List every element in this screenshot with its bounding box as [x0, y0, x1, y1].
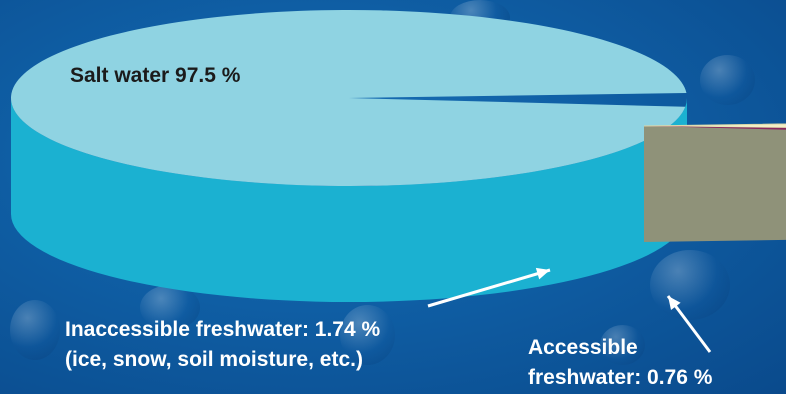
accessible-freshwater-line2: freshwater: 0.76 % — [528, 366, 713, 389]
accessible-freshwater-slice — [644, 126, 786, 130]
inaccessible-freshwater-note: (ice, snow, soil moisture, etc.) — [65, 348, 363, 371]
inaccessible-freshwater-arrow — [427, 268, 551, 308]
water-droplet — [650, 250, 730, 320]
inaccessible-freshwater-side — [644, 123, 786, 242]
inaccessible-freshwater-title: Inaccessible freshwater: 1.74 % — [65, 318, 381, 341]
inaccessible-freshwater-arrow-head — [535, 267, 550, 280]
water-droplet — [340, 305, 395, 365]
accessible-freshwater-arrow-head — [668, 296, 681, 310]
salt-water-slice — [10, 10, 687, 187]
inaccessible-freshwater-label: Inaccessible freshwater: 1.74 % (ice, sn… — [65, 315, 380, 375]
water-droplet — [700, 55, 755, 105]
inaccessible-freshwater-slice — [643, 123, 786, 129]
accessible-freshwater-line1: Accessible — [528, 336, 638, 359]
water-droplet — [140, 285, 200, 330]
salt-water-side — [11, 98, 687, 302]
salt-water-label: Salt water 97.5 % — [70, 64, 241, 87]
accessible-freshwater-label: Accessible freshwater: 0.76 % — [528, 333, 712, 393]
water-droplet — [10, 300, 60, 360]
water-droplet — [600, 325, 645, 365]
